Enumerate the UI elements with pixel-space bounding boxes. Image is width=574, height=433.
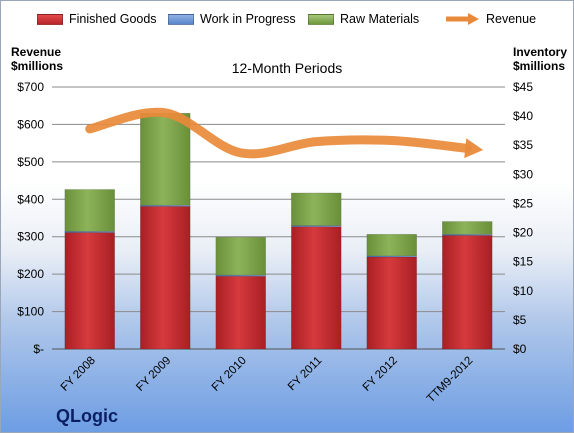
right-tick-label: $40 — [513, 109, 533, 123]
legend-item-finished-goods: Finished Goods — [37, 12, 157, 26]
left-tick-label: $600 — [17, 117, 44, 131]
bar-raw-materials — [64, 189, 115, 232]
right-tick-label: $10 — [513, 284, 533, 298]
legend-label-raw-materials: Raw Materials — [340, 12, 420, 26]
left-tick-label: $300 — [17, 230, 44, 244]
right-tick-label: $30 — [513, 167, 533, 181]
bar-finished-goods — [64, 232, 115, 350]
right-tick-label: $35 — [513, 138, 533, 152]
legend-item-revenue: Revenue — [446, 12, 536, 26]
right-tick-label: $25 — [513, 196, 533, 210]
chart-legend: Finished Goods Work in Progress Raw Mate… — [0, 12, 574, 34]
left-tick-label: $700 — [17, 80, 44, 94]
category-label: FY 2012 — [361, 355, 400, 394]
category-label: FY 2010 — [210, 355, 249, 394]
left-tick-label: $- — [33, 342, 44, 356]
right-tick-label: $45 — [513, 80, 533, 94]
bar-work-in-progress — [366, 255, 417, 258]
left-tick-label: $100 — [17, 305, 44, 319]
right-tick-label: $15 — [513, 255, 533, 269]
bar-raw-materials — [140, 112, 191, 206]
legend-swatch-work-in-progress — [168, 13, 194, 25]
category-label: TTM9-2012 — [425, 355, 476, 406]
right-tick-label: $20 — [513, 226, 533, 240]
bar-finished-goods — [366, 256, 417, 350]
company-logo-text: QLogic — [56, 406, 118, 426]
left-tick-label: $200 — [17, 267, 44, 281]
category-label: FY 2009 — [134, 355, 173, 394]
bar-finished-goods — [291, 226, 342, 350]
right-tick-label: $5 — [513, 313, 527, 327]
category-label: FY 2008 — [59, 355, 98, 394]
right-axis-title: Inventory $millions — [513, 45, 568, 73]
bar-work-in-progress — [140, 204, 191, 207]
bar-finished-goods — [442, 235, 493, 350]
bar-finished-goods — [215, 275, 266, 350]
legend-item-work-in-progress: Work in Progress — [168, 12, 296, 26]
legend-swatch-finished-goods — [37, 13, 63, 25]
legend-label-revenue: Revenue — [486, 12, 537, 26]
bar-raw-materials — [215, 236, 266, 276]
chart-subtitle: 12-Month Periods — [231, 60, 343, 76]
legend-label-finished-goods: Finished Goods — [69, 12, 157, 26]
left-tick-label: $400 — [17, 192, 44, 206]
left-axis-title: Revenue $millions — [11, 45, 64, 73]
revenue-arrowhead — [464, 138, 484, 159]
revenue-line — [85, 107, 472, 159]
category-label: FY 2011 — [286, 355, 324, 393]
legend-swatch-raw-materials — [308, 13, 334, 25]
right-tick-label: $0 — [513, 342, 527, 356]
revenue-arrow-icon — [446, 13, 479, 25]
bar-raw-materials — [442, 221, 493, 235]
bar-raw-materials — [366, 234, 417, 257]
legend-item-raw-materials: Raw Materials — [308, 12, 419, 26]
left-tick-label: $500 — [17, 155, 44, 169]
bar-finished-goods — [140, 206, 191, 350]
bar-raw-materials — [291, 192, 342, 226]
legend-label-work-in-progress: Work in Progress — [200, 12, 296, 26]
